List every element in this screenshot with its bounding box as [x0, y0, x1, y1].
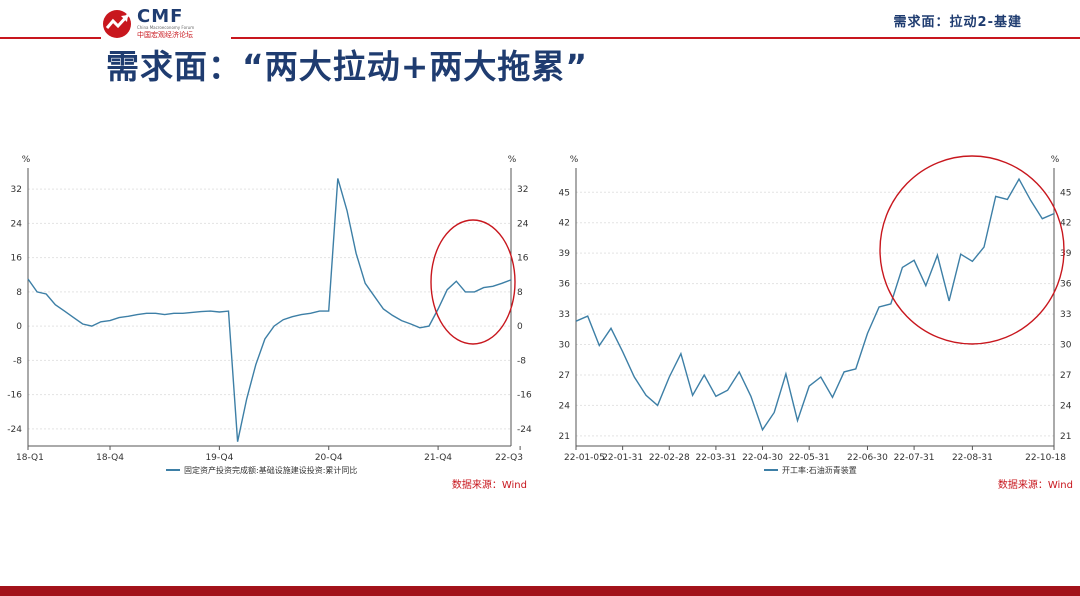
y-tick-label-right: -8	[517, 356, 526, 366]
y-tick-label-left: -24	[7, 425, 22, 435]
y-tick-label-left: 27	[559, 371, 570, 381]
y-tick-label-right: -16	[517, 391, 532, 401]
series-line	[27, 178, 512, 442]
y-tick-label-left: 24	[11, 219, 23, 229]
y-tick-label-right: 24	[517, 219, 529, 229]
unit-label-left: %	[22, 155, 31, 165]
x-tick-label: 22-08-31	[952, 453, 993, 463]
x-tick-label: 21-Q4	[424, 453, 452, 463]
chart-1: -24 -24 -16 -16 -8 -8 0 0 8 8 16 16 24 24 32 32% % 18-Q1 1…	[7, 155, 532, 491]
y-tick-label-left: -8	[13, 356, 22, 366]
y-tick-label-left: 16	[11, 254, 23, 264]
y-tick-label-right: 30	[1060, 341, 1072, 351]
footer-bar	[0, 586, 1080, 596]
y-tick-label-left: 39	[559, 249, 571, 259]
unit-label-right: %	[1051, 155, 1060, 165]
brand-name: CMF	[137, 6, 184, 27]
source-note: 数据来源：Wind	[452, 478, 527, 491]
x-tick-label: 22-10-18	[1025, 453, 1066, 463]
x-tick-label: 22-04-30	[742, 453, 783, 463]
cmf-logo-icon	[103, 10, 131, 38]
x-tick-label: 22-03-31	[695, 453, 736, 463]
x-tick-label: 22-05-31	[789, 453, 830, 463]
y-tick-label-left: 30	[559, 341, 571, 351]
y-tick-label-left: 32	[11, 185, 22, 195]
y-tick-label-left: 21	[559, 432, 570, 442]
legend-label: 开工率:石油沥青装置	[782, 465, 857, 475]
x-tick-label: 18-Q1	[16, 453, 44, 463]
x-tick-label: 19-Q4	[205, 453, 233, 463]
unit-label-left: %	[570, 155, 579, 165]
x-tick-label: 22-01-05	[564, 453, 605, 463]
y-tick-label-right: -24	[517, 425, 532, 435]
y-tick-label-right: 32	[517, 185, 528, 195]
cmf-logo: CMF China Macroeconomy Forum 中国宏观经济论坛	[101, 6, 231, 40]
y-tick-label-right: 16	[517, 254, 529, 264]
x-tick-label: 22-01-31	[602, 453, 643, 463]
y-tick-label-right: 33	[1060, 310, 1071, 320]
y-tick-label-left: 36	[559, 280, 571, 290]
x-tick-label: 18-Q4	[96, 453, 124, 463]
y-tick-label-left: 24	[559, 401, 571, 411]
y-tick-label-right: 24	[1060, 401, 1072, 411]
y-tick-label-right: 36	[1060, 280, 1072, 290]
y-tick-label-right: 21	[1060, 432, 1071, 442]
brand-subtitle: China Macroeconomy Forum	[137, 25, 195, 30]
chart-2: 21 21 24 24 27 27 30 30 33 33 36 36 39 39 42 42 45 45% % 22…	[559, 155, 1073, 491]
y-tick-label-right: 39	[1060, 249, 1072, 259]
y-tick-label-right: 42	[1060, 219, 1071, 229]
source-note: 数据来源：Wind	[998, 478, 1073, 491]
header-rule	[0, 37, 1080, 39]
y-tick-label-right: 27	[1060, 371, 1071, 381]
y-tick-label-left: 45	[559, 188, 570, 198]
brand-chinese: 中国宏观经济论坛	[137, 31, 193, 39]
y-tick-label-right: 8	[517, 288, 523, 298]
x-tick-label: 22-Q3	[495, 453, 523, 463]
y-tick-label-right: 45	[1060, 188, 1071, 198]
y-tick-label-left: -16	[7, 391, 22, 401]
x-tick-label: 22-02-28	[649, 453, 690, 463]
x-tick-label: 22-06-30	[847, 453, 888, 463]
section-label: 需求面：拉动2-基建	[887, 11, 1028, 30]
highlight-circle	[430, 219, 516, 345]
legend-label: 固定资产投资完成额:基础设施建设投资:累计同比	[184, 465, 357, 475]
unit-label-right: %	[508, 155, 517, 165]
x-tick-label: 22-07-31	[894, 453, 935, 463]
x-tick-label: 20-Q4	[315, 453, 343, 463]
page-title: 需求面：“两大拉动+两大拖累”	[106, 47, 589, 86]
y-tick-label-left: 8	[16, 288, 22, 298]
y-tick-label-left: 0	[16, 322, 22, 332]
series-line	[575, 177, 1055, 432]
y-tick-label-right: 0	[517, 322, 523, 332]
y-tick-label-left: 42	[559, 219, 570, 229]
y-tick-label-left: 33	[559, 310, 570, 320]
highlight-circle	[879, 155, 1065, 345]
